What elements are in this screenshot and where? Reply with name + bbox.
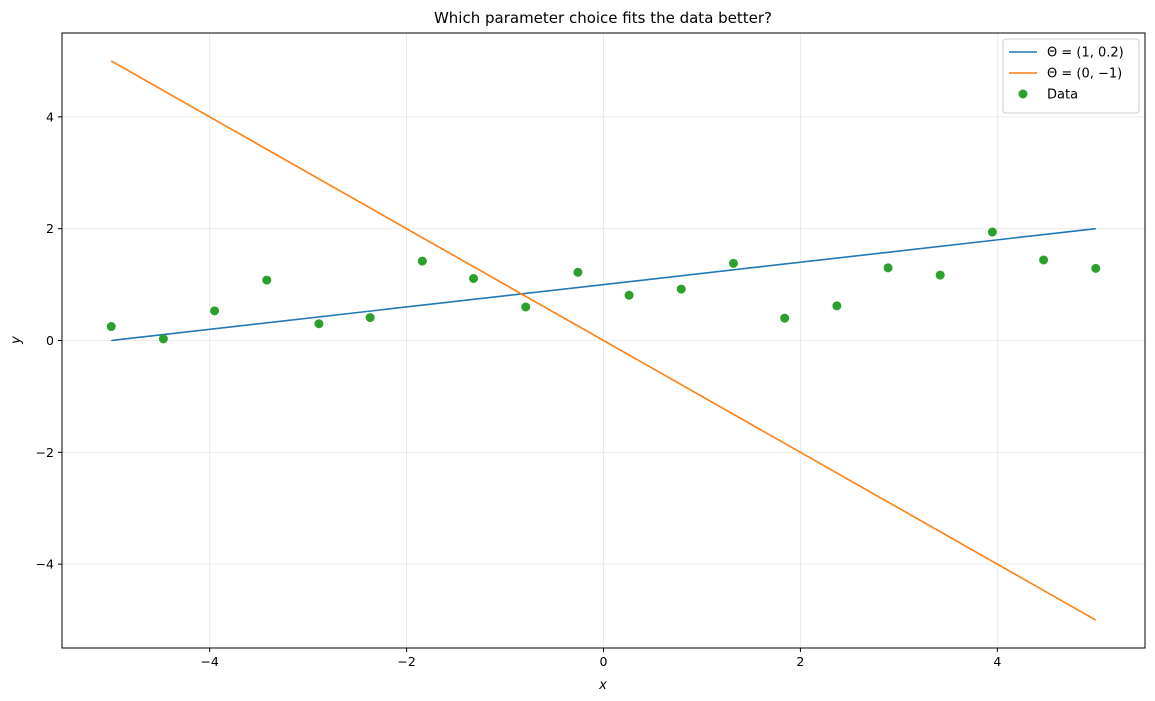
x-tick-label: 0 (600, 654, 608, 669)
legend-label-1: Θ = (0, −1) (1047, 67, 1122, 82)
axis-ticks: −4 −2 0 2 4 −4 −2 0 2 4 (36, 109, 1002, 669)
data-point (158, 334, 168, 344)
y-axis-label: y (9, 336, 24, 345)
data-point (469, 273, 479, 283)
data-point (624, 290, 634, 300)
y-tick-label: 0 (46, 333, 54, 348)
x-tick-label: −4 (200, 654, 218, 669)
y-tick-label: −4 (36, 557, 54, 572)
plot-series (106, 60, 1101, 621)
x-tick-label: −2 (397, 654, 415, 669)
legend-label-0: Θ = (1, 0.2) (1047, 46, 1124, 61)
y-tick-label: 2 (46, 221, 54, 236)
data-point (728, 258, 738, 268)
y-tick-label: −2 (36, 445, 54, 460)
data-point (262, 275, 272, 285)
chart-title: Which parameter choice fits the data bet… (434, 9, 772, 27)
data-point (417, 256, 427, 266)
legend-swatch-marker-2 (1018, 89, 1028, 99)
data-point (832, 301, 842, 311)
data-point (1039, 255, 1049, 265)
data-point (365, 313, 375, 323)
data-point (210, 306, 220, 316)
data-point (883, 263, 893, 273)
data-point (935, 270, 945, 280)
data-point (521, 302, 531, 312)
data-point (314, 319, 324, 329)
x-tick-label: 2 (796, 654, 804, 669)
grid (62, 33, 1145, 648)
data-point (1091, 263, 1101, 273)
data-point (676, 284, 686, 294)
y-tick-label: 4 (46, 109, 54, 124)
data-point (780, 313, 790, 323)
legend-box (1002, 38, 1140, 114)
x-tick-label: 4 (993, 654, 1001, 669)
data-point (573, 267, 583, 277)
data-point (106, 322, 116, 332)
legend-label-2: Data (1047, 88, 1078, 103)
series-line-0 (111, 227, 1096, 342)
legend: Θ = (1, 0.2) Θ = (0, −1) Data (1002, 38, 1140, 114)
series-line-1 (110, 60, 1097, 621)
x-axis-label: x (598, 678, 607, 693)
data-point (987, 227, 997, 237)
